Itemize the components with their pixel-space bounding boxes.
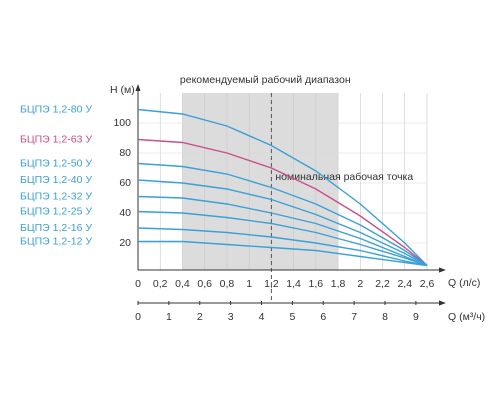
curve	[137, 179, 428, 267]
x2-tick-label: 3	[228, 311, 234, 323]
x-tick-label: 0,4	[175, 278, 190, 290]
legend-label: БЦПЭ 1,2-16 У	[20, 222, 92, 234]
x-tick-label: 2,4	[397, 278, 412, 290]
x-tick-label: 2	[357, 278, 363, 290]
x2-tick-label: 0	[135, 311, 141, 323]
x-tick-label: 1,8	[331, 278, 346, 290]
curve	[138, 240, 428, 267]
legend-label: БЦПЭ 1,2-40 У	[20, 174, 92, 186]
legend-label: БЦПЭ 1,2-12 У	[20, 235, 92, 247]
x2-tick-label: 7	[351, 311, 357, 323]
recommended-range	[182, 93, 339, 270]
x2-tick-label: 9	[413, 311, 419, 323]
x-tick-label: 0	[135, 278, 141, 290]
x-tick-label: 2,2	[375, 278, 390, 290]
y-tick-label: 80	[119, 147, 131, 159]
range-label: рекомендуемый рабочий диапазон	[180, 74, 351, 86]
curve	[137, 162, 428, 267]
x-tick-label: 0,2	[153, 278, 168, 290]
legend-label: БЦПЭ 1,2-80 У	[20, 103, 92, 115]
x-tick-label: 0,6	[197, 278, 212, 290]
curve	[137, 210, 428, 267]
x2-tick-label: 2	[197, 311, 203, 323]
y-tick-label: 40	[119, 207, 131, 219]
y-tick-label: 100	[113, 117, 131, 129]
nominal-label: номинальная рабочая точка	[275, 171, 413, 183]
legend-label: БЦПЭ 1,2-25 У	[20, 205, 92, 217]
legend-label: БЦПЭ 1,2-63 У	[20, 133, 92, 145]
x-tick-label: 1,4	[286, 278, 301, 290]
x2-tick-label: 8	[382, 311, 388, 323]
curve	[137, 108, 428, 266]
x-tick-label: 2,6	[420, 278, 435, 290]
x-tick-label: 0,8	[220, 278, 235, 290]
legend-label: БЦПЭ 1,2-32 У	[20, 190, 92, 202]
x2-tick-label: 5	[289, 311, 295, 323]
x2-tick-label: 6	[320, 311, 326, 323]
x-axis-label: Q (л/с)	[448, 277, 480, 289]
x-tick-label: 1	[246, 278, 252, 290]
y-tick-label: 60	[119, 177, 131, 189]
curve	[137, 227, 428, 267]
legend-label: БЦПЭ 1,2-50 У	[20, 157, 92, 169]
y-axis-label: H (м)	[110, 84, 135, 96]
x2-tick-label: 1	[166, 311, 172, 323]
x2-axis-label: Q (м³/ч)	[448, 311, 485, 323]
curve	[137, 138, 428, 267]
x-tick-label: 1,6	[309, 278, 324, 290]
x2-tick-label: 4	[259, 311, 265, 323]
curve	[137, 195, 428, 267]
y-tick-label: 20	[119, 237, 131, 249]
